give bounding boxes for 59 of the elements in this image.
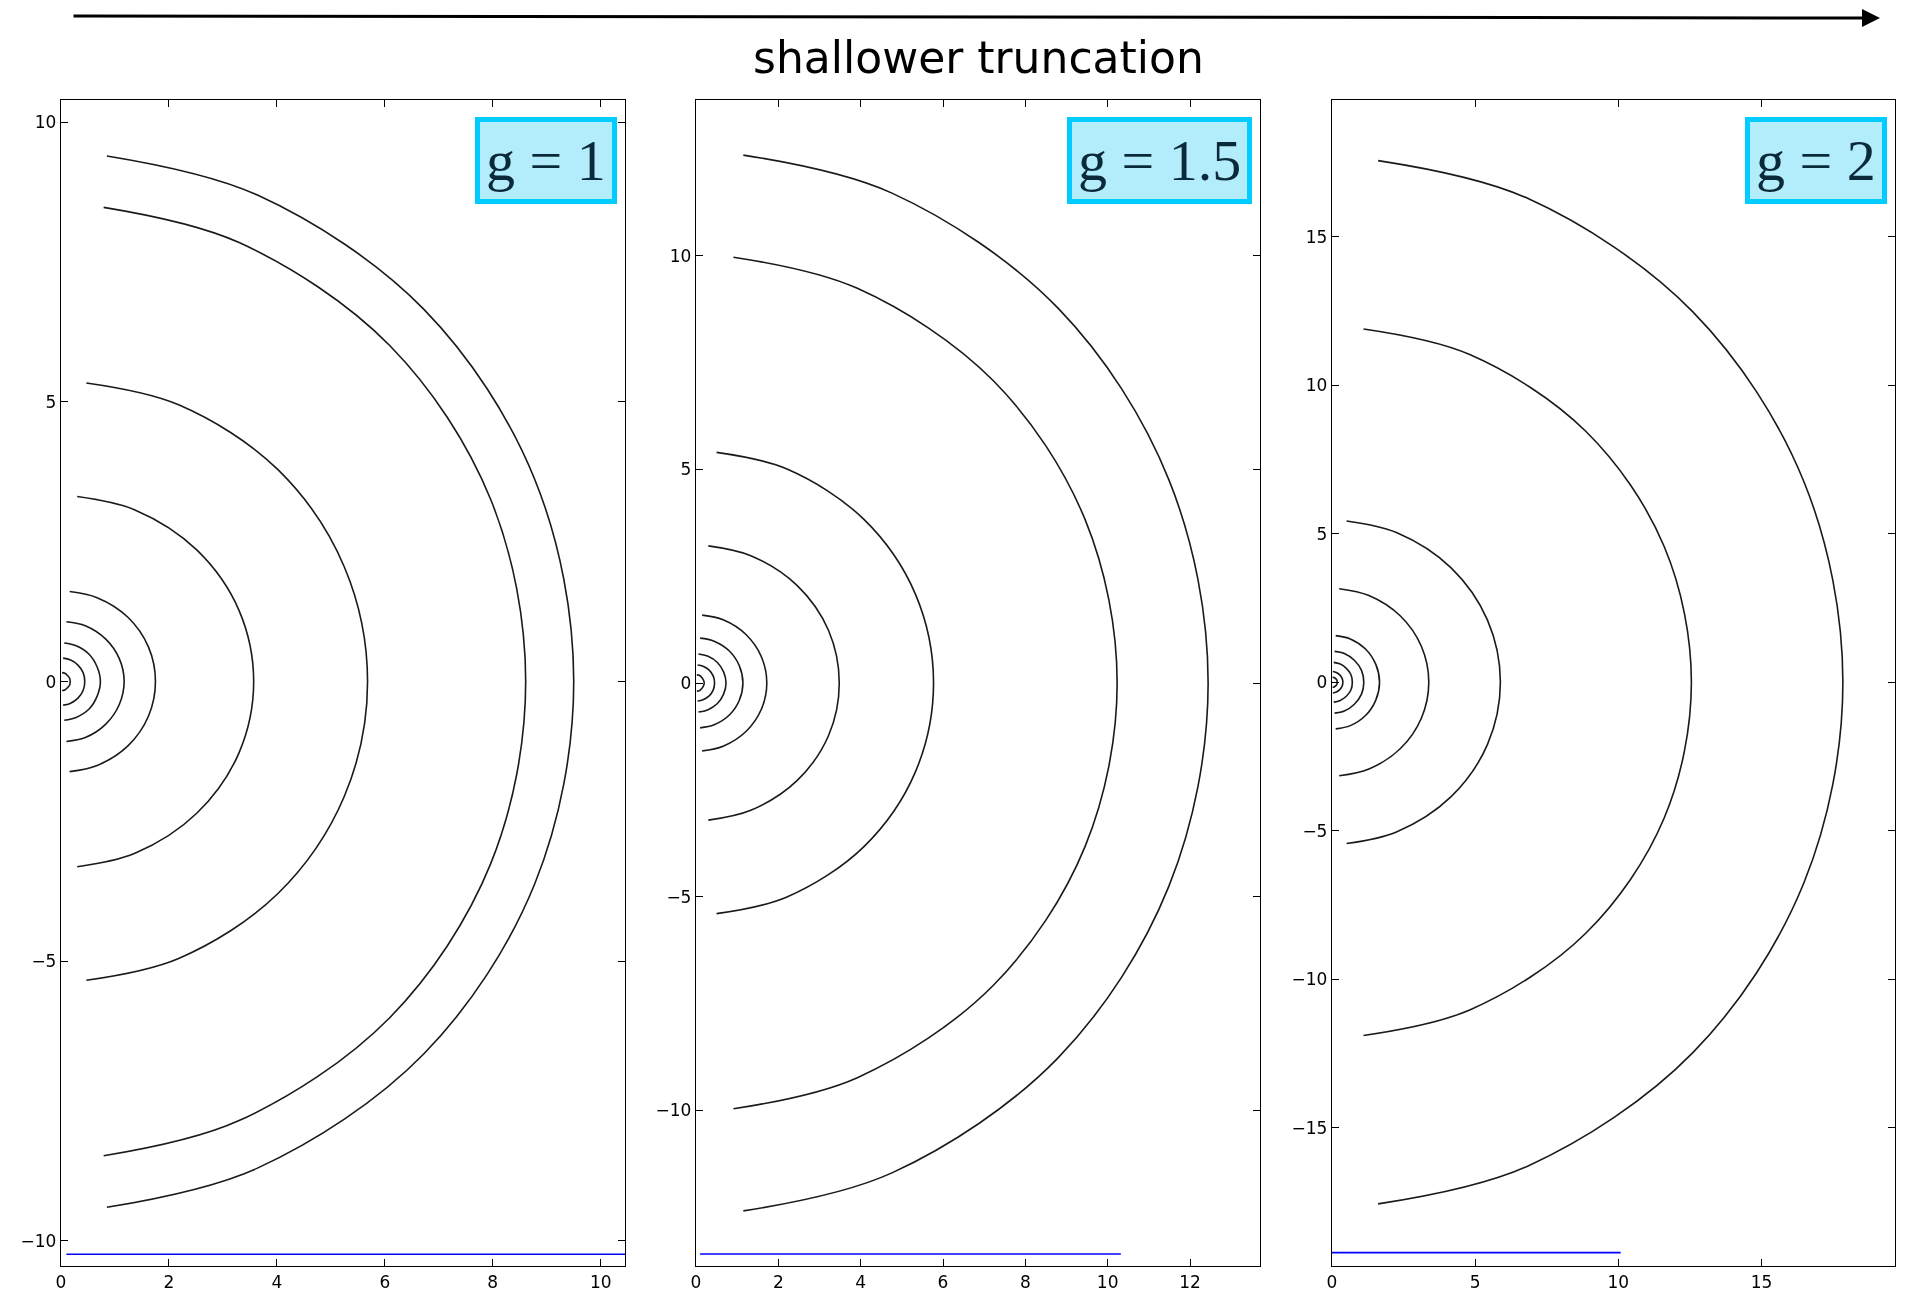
y-tick-label: 5: [680, 459, 692, 480]
x-tick-label: 8: [1019, 1271, 1031, 1292]
y-tick-label: 0: [680, 672, 692, 693]
y-tick-label: 0: [1316, 672, 1328, 693]
line-series: [1334, 634, 1381, 730]
x-tick-label: 10: [1096, 1271, 1119, 1292]
y-tick-label: 5: [45, 391, 57, 412]
line-series: [1345, 520, 1502, 845]
annotation: g = 1: [486, 128, 606, 193]
line-series: [65, 620, 125, 743]
line-series: [62, 657, 86, 706]
line-series: [715, 451, 935, 915]
annotation: g = 1.5: [1078, 128, 1242, 193]
y-tick-label: −5: [666, 886, 692, 907]
annotation: g = 2: [1756, 128, 1876, 193]
line-series: [85, 382, 369, 982]
line-series: [732, 256, 1118, 1110]
line-series: [63, 642, 102, 721]
y-tick-label: −5: [1302, 820, 1328, 841]
y-tick-label: 10: [669, 245, 692, 266]
x-tick-label: 2: [772, 1271, 784, 1292]
y-tick-label: 15: [1305, 226, 1328, 247]
y-tick-label: 10: [34, 112, 57, 133]
y-tick-label: −15: [1291, 1117, 1328, 1138]
x-tick-label: 4: [271, 1271, 283, 1292]
line-series: [1338, 587, 1430, 777]
y-tick-label: 5: [1316, 523, 1328, 544]
x-tick-label: 10: [1607, 1271, 1630, 1292]
x-tick-label: 2: [163, 1271, 175, 1292]
line-series: [76, 495, 255, 868]
line-series: [1332, 661, 1354, 703]
y-tick-label: 10: [1305, 375, 1328, 396]
chart-title: shallower truncation: [753, 32, 1204, 83]
line-series: [696, 674, 706, 692]
line-series: [1332, 670, 1344, 694]
line-series: [1332, 676, 1338, 689]
x-tick-label: 6: [379, 1271, 391, 1292]
x-tick-label: 4: [855, 1271, 867, 1292]
line-series: [697, 653, 727, 713]
line-series: [707, 545, 841, 821]
line-series: [68, 590, 157, 773]
line-series: [61, 671, 71, 692]
x-tick-label: 8: [487, 1271, 499, 1292]
x-tick-label: 6: [937, 1271, 949, 1292]
x-tick-label: 10: [589, 1271, 612, 1292]
x-tick-label: 15: [1750, 1271, 1773, 1292]
x-tick-label: 5: [1469, 1271, 1481, 1292]
y-tick-label: −10: [1291, 969, 1328, 990]
line-series: [1362, 328, 1693, 1037]
x-tick-label: 12: [1179, 1271, 1201, 1292]
line-series: [102, 206, 527, 1157]
y-tick-label: −5: [31, 951, 57, 972]
y-tick-label: −10: [655, 1100, 692, 1121]
line-series: [1333, 650, 1365, 714]
y-tick-label: 0: [45, 671, 57, 692]
line-series: [701, 614, 768, 752]
line-series: [696, 664, 716, 702]
line-series: [699, 637, 744, 729]
y-tick-label: −10: [20, 1230, 57, 1251]
